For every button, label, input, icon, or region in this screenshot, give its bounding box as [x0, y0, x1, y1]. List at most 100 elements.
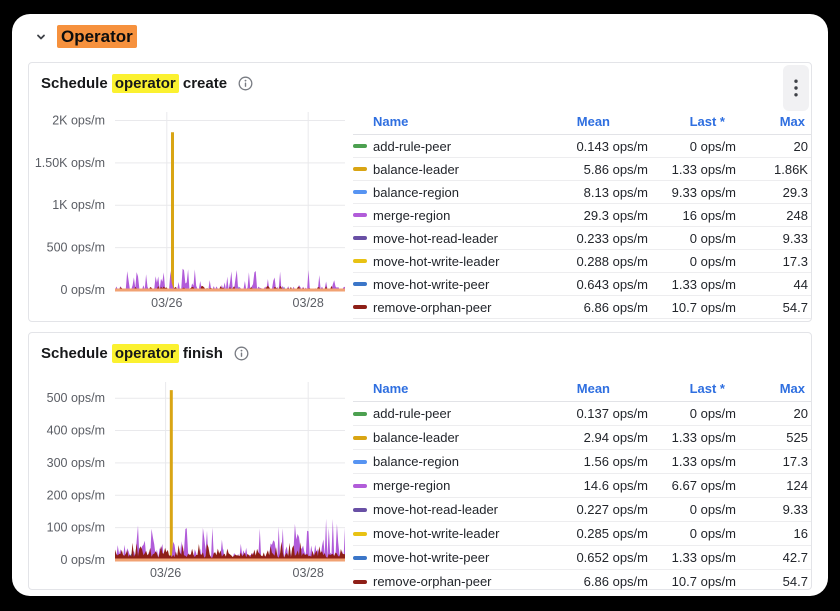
legend-row: balance-leader 5.86 ops/m 1.33 ops/m 1.86K … [353, 158, 811, 181]
panel-title[interactable]: Schedule operator create [41, 72, 253, 94]
y-axis-label: 1.50K ops/m [35, 156, 105, 170]
series-swatch-cell [353, 259, 373, 263]
series-max-value: 29.3 ops/m [782, 184, 811, 200]
chart-schedule-operator-finish[interactable]: 500 ops/m 400 ops/m 300 ops/m 200 ops/m 100 … [29, 371, 359, 585]
baseline-band [115, 288, 345, 292]
series-max-value: 44 ops/m [793, 276, 811, 292]
series-name[interactable]: balance-region [373, 184, 460, 200]
series-swatch-cell [353, 411, 373, 416]
panel-title[interactable]: Schedule operator finish [41, 342, 249, 364]
section-title-highlight: Operator [57, 25, 137, 48]
section-header: Operator [34, 24, 137, 50]
legend-header-last[interactable]: Last * [689, 114, 725, 129]
y-axis-label: 100 ops/m [47, 521, 105, 535]
legend-row: balance-region 1.56 ops/m 1.33 ops/m 17.3 o… [353, 450, 811, 474]
kebab-icon [794, 79, 798, 97]
series-name[interactable]: balance-leader [373, 430, 460, 445]
legend-header-mean[interactable]: Mean [576, 114, 610, 129]
series-mean-value: 2.94 ops/m [583, 430, 648, 445]
series-max-value: 17.3 ops/m [782, 253, 811, 269]
series-swatch-cell [353, 459, 373, 464]
legend-header-max[interactable]: Max [779, 114, 805, 129]
series-name[interactable]: balance-region [373, 454, 460, 469]
series-color-swatch [353, 213, 367, 217]
series-max-value: 248 ops/m [786, 207, 811, 223]
legend-header-name[interactable]: Name [373, 114, 409, 129]
x-axis-label: 03/26 [151, 296, 182, 310]
series-swatch-cell [353, 190, 373, 194]
panel-title-highlight: operator [111, 73, 179, 93]
series-name[interactable]: add-rule-peer [373, 138, 452, 154]
series-color-swatch [353, 167, 367, 171]
section-collapse-chevron-icon[interactable] [34, 30, 48, 44]
x-axis-label: 03/28 [293, 296, 324, 310]
series-name[interactable]: balance-leader [373, 161, 460, 177]
series-last-value: 1.33 ops/m [671, 454, 736, 469]
series-name[interactable]: move-hot-write-leader [373, 526, 500, 541]
section-title[interactable]: Operator [57, 25, 137, 48]
series-color-swatch [353, 236, 367, 240]
legend-row: add-rule-peer 0.137 ops/m 0 ops/m 20 ops/m [353, 402, 811, 426]
series-name[interactable]: move-hot-write-peer [373, 276, 490, 292]
series-max-value: 1.86K ops/m [774, 161, 811, 177]
legend-header-name[interactable]: Name [373, 381, 409, 396]
info-icon[interactable] [234, 346, 249, 361]
series-max-value: 42.7 ops/m [782, 550, 811, 565]
y-axis-label: 500 ops/m [47, 241, 105, 255]
baseline-band [115, 558, 345, 562]
series-max-value: 525 ops/m [786, 430, 811, 445]
series-color-swatch [353, 259, 367, 263]
series-name[interactable]: move-hot-write-leader [373, 253, 500, 269]
legend-header-row: Name Mean Last * Max [353, 376, 811, 402]
y-axis-label: 500 ops/m [47, 391, 105, 405]
series-name[interactable]: add-rule-peer [373, 406, 452, 421]
series-area-merge-region [115, 268, 345, 290]
series-last-value: 0 ops/m [689, 526, 736, 541]
series-swatch-cell [353, 167, 373, 171]
series-mean-value: 6.86 ops/m [583, 574, 648, 589]
series-name[interactable]: move-hot-write-peer [373, 550, 490, 565]
legend-row: add-rule-peer 0.143 ops/m 0 ops/m 20 ops/m [353, 135, 811, 158]
series-last-value: 10.7 ops/m [671, 299, 736, 315]
info-icon[interactable] [238, 76, 253, 91]
series-last-value: 16 ops/m [682, 207, 736, 223]
series-swatch-cell [353, 483, 373, 488]
y-axis-label: 300 ops/m [47, 456, 105, 470]
series-last-value: 1.33 ops/m [671, 550, 736, 565]
legend-row: move-hot-write-leader 0.285 ops/m 0 ops/m 1… [353, 522, 811, 546]
series-mean-value: 0.285 ops/m [576, 526, 648, 541]
series-swatch-cell [353, 213, 373, 217]
series-name[interactable]: move-hot-read-leader [373, 502, 499, 517]
series-name[interactable]: remove-orphan-peer [373, 299, 492, 315]
panel-menu-button[interactable] [783, 65, 809, 111]
series-swatch-cell [353, 435, 373, 440]
series-swatch-cell [353, 282, 373, 286]
series-last-value: 10.7 ops/m [671, 574, 736, 589]
chart-schedule-operator-create[interactable]: 2K ops/m 1.50K ops/m 1K ops/m 500 ops/m 0 op… [29, 101, 359, 315]
series-max-value: 9.33 ops/m [782, 230, 811, 246]
series-name[interactable]: merge-region [373, 478, 451, 493]
legend-row: remove-orphan-peer 6.86 ops/m 10.7 ops/m 54… [353, 296, 811, 319]
legend-header-mean[interactable]: Mean [576, 381, 610, 396]
legend-row: merge-region 29.3 ops/m 16 ops/m 248 ops/m [353, 204, 811, 227]
series-area-merge-region [115, 518, 345, 560]
series-name[interactable]: move-hot-read-leader [373, 230, 499, 246]
y-axis-label: 1K ops/m [52, 198, 105, 212]
series-color-swatch [353, 282, 367, 286]
series-mean-value: 0.227 ops/m [576, 502, 648, 517]
series-last-value: 6.67 ops/m [671, 478, 736, 493]
legend-header-max[interactable]: Max [779, 381, 805, 396]
x-axis-label: 03/26 [150, 566, 181, 580]
series-color-swatch [353, 459, 367, 464]
legend-header-last[interactable]: Last * [689, 381, 725, 396]
series-name[interactable]: remove-orphan-peer [373, 574, 492, 589]
legend-row: balance-region 8.13 ops/m 9.33 ops/m 29.3 o… [353, 181, 811, 204]
series-last-value: 9.33 ops/m [671, 184, 736, 200]
series-swatch-cell [353, 579, 373, 584]
panel-title-text: Schedule operator create [41, 73, 228, 93]
series-last-value: 0 ops/m [689, 406, 736, 421]
series-name[interactable]: merge-region [373, 207, 451, 223]
series-mean-value: 0.137 ops/m [576, 406, 648, 421]
series-mean-value: 14.6 ops/m [583, 478, 648, 493]
